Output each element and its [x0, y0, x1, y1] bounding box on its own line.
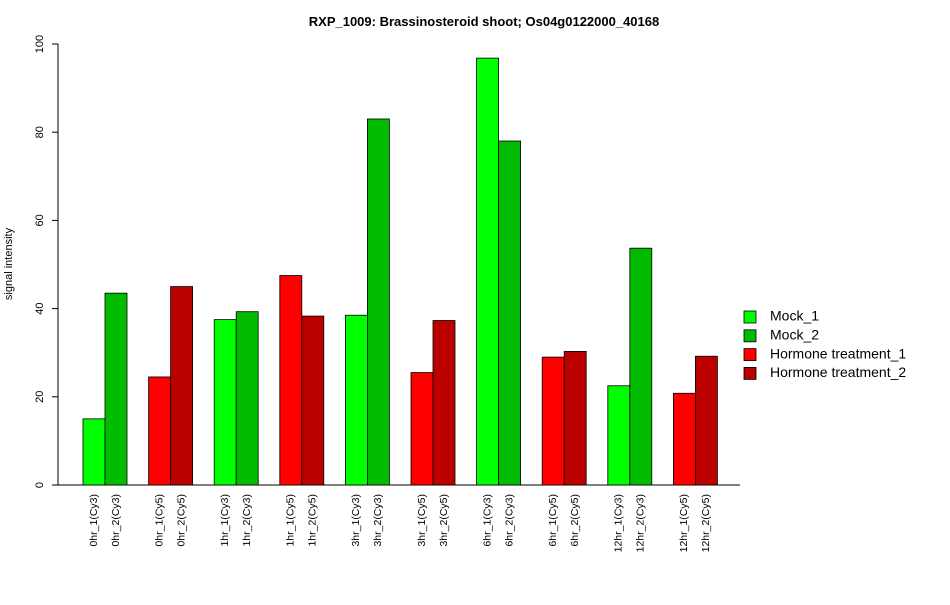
chart-title: RXP_1009: Brassinosteroid shoot; Os04g01…: [309, 14, 659, 29]
y-tick-label: 40: [34, 302, 46, 314]
x-tick-label: 0hr_1(Cy5): [153, 494, 165, 547]
bar: [82, 418, 106, 486]
x-tick-label: 12hr_1(Cy3): [613, 494, 625, 552]
bar: [170, 286, 194, 486]
x-tick-label: 0hr_2(Cy3): [110, 494, 122, 547]
x-tick-label: 6hr_1(Cy3): [481, 494, 493, 547]
bar: [498, 140, 522, 486]
x-tick-label: 3hr_1(Cy5): [416, 494, 428, 547]
bar: [344, 314, 368, 486]
bar: [563, 350, 587, 486]
legend-swatch: [743, 348, 757, 362]
x-tick-label: 1hr_2(Cy3): [241, 494, 253, 547]
y-tick-label: 20: [34, 391, 46, 403]
y-axis: 0 20 40 60 80 100: [34, 35, 59, 488]
legend-label: Hormone treatment_1: [770, 345, 906, 361]
legend-swatch: [743, 310, 757, 324]
x-tick-label: 1hr_2(Cy5): [307, 494, 319, 547]
legend-label: Mock_1: [770, 308, 819, 324]
bar: [432, 320, 456, 486]
bar: [279, 275, 303, 486]
bar: [673, 392, 696, 486]
bar: [366, 118, 390, 486]
bar: [629, 247, 653, 486]
bar: [541, 356, 565, 486]
legend-label: Mock_2: [770, 327, 819, 343]
x-tick-label: 1hr_1(Cy3): [219, 494, 231, 547]
y-tick-label: 100: [34, 35, 46, 53]
bar: [476, 57, 500, 486]
legend-swatch: [743, 329, 757, 343]
x-tick-label: 12hr_1(Cy5): [678, 494, 690, 552]
x-tick-label: 1hr_1(Cy5): [285, 494, 297, 547]
bars: [82, 57, 718, 486]
x-tick-label: 12hr_2(Cy5): [700, 494, 712, 552]
x-tick-label: 6hr_2(Cy5): [569, 494, 581, 547]
x-tick-label: 0hr_1(Cy3): [88, 494, 100, 547]
x-tick-label: 6hr_1(Cy5): [547, 494, 559, 547]
x-tick-label: 3hr_2(Cy5): [438, 494, 450, 547]
bar: [148, 376, 172, 486]
legend: Mock_1 Mock_2 Hormone treatment_1 Hormone t…: [743, 308, 906, 380]
bar: [235, 311, 259, 486]
legend-label: Hormone treatment_2: [770, 364, 906, 380]
y-tick-label: 60: [34, 214, 46, 226]
x-tick-label: 6hr_2(Cy3): [503, 494, 515, 547]
y-tick-label: 0: [34, 482, 46, 488]
bar: [695, 355, 718, 486]
x-tick-label: 0hr_2(Cy5): [175, 494, 187, 547]
x-tick-label: 12hr_2(Cy3): [635, 494, 647, 552]
bar: [410, 372, 434, 486]
legend-swatch: [743, 366, 757, 380]
x-tick-label: 3hr_2(Cy3): [372, 494, 384, 547]
bar: [301, 315, 325, 486]
y-tick-label: 80: [34, 126, 46, 138]
y-axis-label: signal intensity: [3, 227, 15, 300]
bar: [104, 292, 128, 486]
x-tick-labels: 0hr_1(Cy3) 0hr_2(Cy3) 0hr_1(Cy5) 0hr_2(Cy5)…: [88, 494, 712, 552]
bar: [607, 385, 631, 486]
x-tick-label: 3hr_1(Cy3): [350, 494, 362, 547]
bar: [213, 319, 237, 486]
